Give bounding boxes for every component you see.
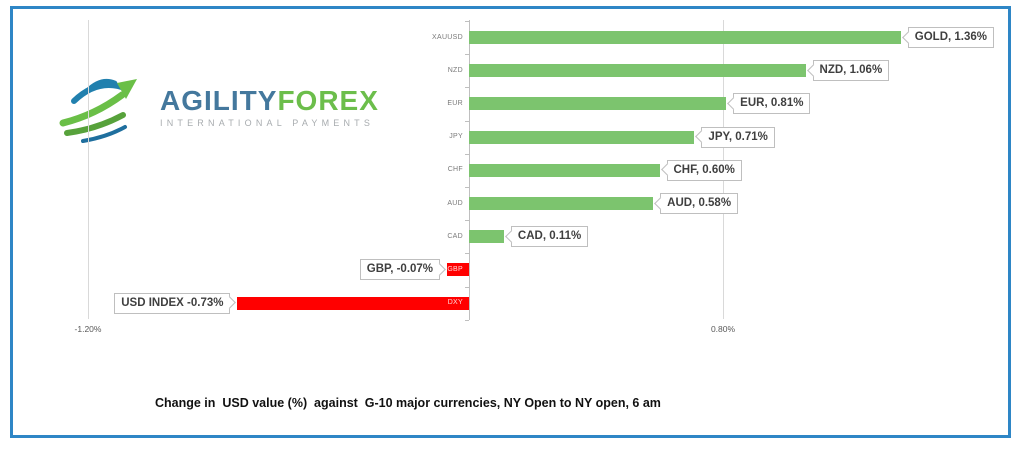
bar-CAD [469, 230, 504, 244]
data-callout-NZD: NZD, 1.06% [806, 60, 890, 82]
data-callout-DXY: USD INDEX -0.73% [114, 292, 237, 314]
category-label-NZD: NZD [447, 66, 463, 74]
data-callout-text: NZD, 1.06% [819, 64, 883, 77]
x-axis-label--1.20%: -1.20% [74, 324, 102, 334]
agilityforex-logo: AGILITYFOREX INTERNATIONAL PAYMENTS [56, 70, 379, 144]
callout-pointer [901, 30, 915, 44]
axis-tick [465, 20, 469, 22]
data-callout-text: GOLD, 1.36% [914, 31, 988, 43]
data-callout-text: CHF, 0.60% [673, 163, 735, 176]
bar-EUR [469, 97, 727, 111]
axis-tick [465, 87, 469, 89]
logo-brand: AGILITYFOREX [160, 86, 379, 116]
bar-AUD [469, 197, 654, 210]
data-callout-XAUUSD: GOLD, 1.36% [901, 27, 995, 48]
chart-title: Change in USD value (%) against G-10 maj… [155, 396, 661, 410]
category-label-JPY: JPY [449, 133, 463, 141]
logo-tagline: INTERNATIONAL PAYMENTS [160, 118, 375, 128]
callout-pointer [505, 229, 518, 243]
category-label-CAD: CAD [447, 232, 463, 240]
data-callout-AUD: AUD, 0.58% [654, 193, 739, 214]
bar-DXY [237, 296, 469, 310]
data-callout-text: EUR, 0.81% [740, 97, 804, 110]
data-callout-text: CAD, 0.11% [517, 230, 582, 243]
category-label-CHF: CHF [447, 166, 463, 174]
axis-tick [465, 54, 469, 56]
data-callout-text: USD INDEX -0.73% [121, 296, 224, 309]
bar-GBP [446, 263, 469, 277]
bar-JPY [469, 130, 695, 144]
callout-pointer [660, 163, 674, 177]
bar-CHF [469, 163, 660, 177]
gridline--1.20% [88, 20, 89, 319]
data-callout-EUR: EUR, 0.81% [727, 93, 811, 115]
category-label-GBP: GBP [447, 265, 463, 273]
callout-pointer [223, 296, 237, 309]
callout-pointer [654, 196, 668, 210]
bar-XAUUSD [469, 31, 901, 44]
data-callout-CAD: CAD, 0.11% [505, 226, 589, 248]
callout-pointer [695, 130, 709, 143]
logo-brand-agility: AGILITY [160, 85, 278, 116]
axis-tick [465, 220, 469, 222]
axis-tick [465, 186, 469, 188]
bar-NZD [469, 64, 806, 78]
callout-pointer [806, 63, 820, 77]
data-callout-CHF: CHF, 0.60% [660, 159, 742, 181]
axis-tick [465, 120, 469, 122]
category-label-AUD: AUD [447, 199, 463, 207]
data-callout-text: GBP, -0.07% [366, 263, 434, 276]
axis-tick [465, 153, 469, 155]
data-callout-text: JPY, 0.71% [708, 130, 768, 143]
agilityforex-globe-icon [59, 79, 137, 143]
logo-brand-forex: FOREX [277, 85, 379, 116]
data-callout-JPY: JPY, 0.71% [695, 126, 775, 148]
category-label-XAUUSD: XAUUSD [432, 33, 463, 41]
logo-text: AGILITYFOREX INTERNATIONAL PAYMENTS [160, 86, 379, 129]
chart-frame-border [10, 6, 1011, 438]
category-label-DXY: DXY [447, 299, 463, 307]
callout-pointer [727, 97, 741, 110]
axis-tick [465, 319, 469, 321]
category-label-EUR: EUR [447, 99, 463, 107]
axis-tick [465, 286, 469, 288]
axis-tick [465, 253, 469, 255]
data-callout-text: AUD, 0.58% [667, 197, 732, 209]
data-callout-GBP: GBP, -0.07% [359, 259, 446, 281]
x-axis-label-0.80%: 0.80% [710, 324, 736, 334]
